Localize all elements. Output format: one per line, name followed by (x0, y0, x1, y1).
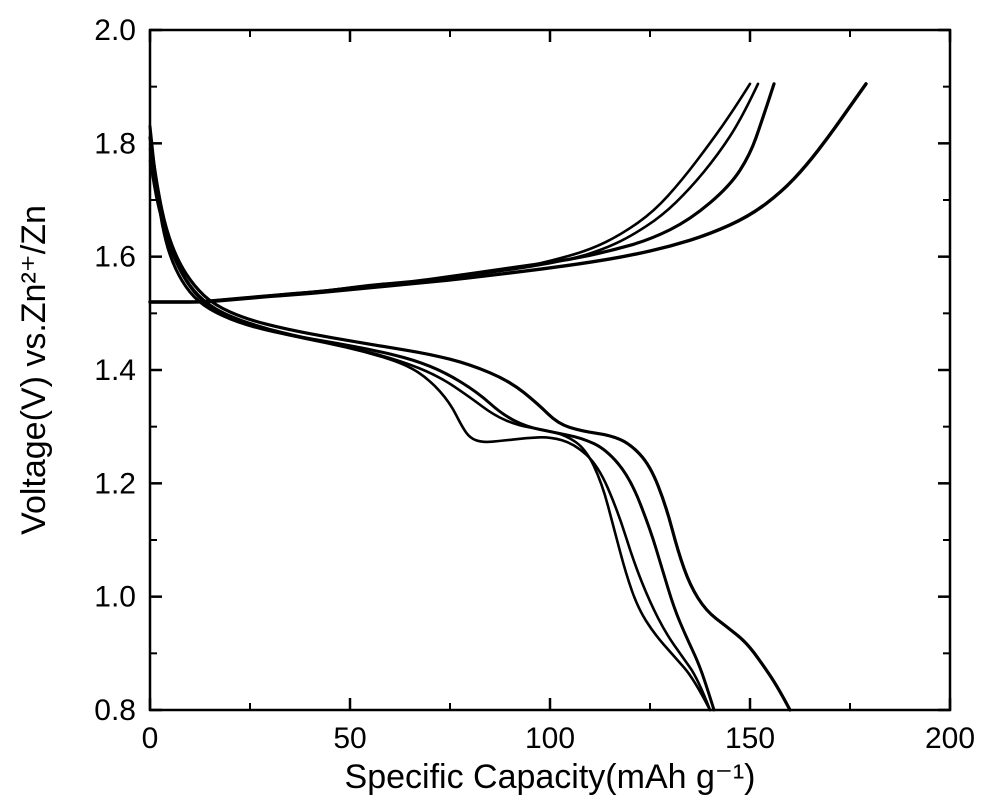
x-axis-label: Specific Capacity(mAh g⁻¹) (345, 758, 756, 796)
series-charge-2 (150, 84, 758, 302)
series-discharge-B (150, 149, 710, 710)
ytick-label: 1.2 (94, 467, 136, 500)
series-charge-1 (150, 84, 750, 302)
ytick-label: 0.8 (94, 694, 136, 727)
ytick-label: 1.0 (94, 581, 136, 614)
series-discharge-A (150, 126, 714, 710)
xtick-label: 100 (525, 722, 575, 755)
chart-svg: 0 50 100 150 200 0.8 1.0 1.2 1.4 1.6 1.8 2.0 Specifi… (0, 0, 1000, 812)
xtick-label: 200 (925, 722, 975, 755)
series-discharge-C (150, 160, 710, 710)
y-axis-label: Voltage(V) vs.Zn²⁺/Zn (15, 205, 53, 535)
series-charge-3 (150, 84, 774, 302)
xtick-label: 150 (725, 722, 775, 755)
ytick-label: 2.0 (94, 14, 136, 47)
ytick-label: 1.4 (94, 354, 136, 387)
voltage-capacity-chart: 0 50 100 150 200 0.8 1.0 1.2 1.4 1.6 1.8 2.0 Specifi… (0, 0, 1000, 812)
ytick-label: 1.8 (94, 127, 136, 160)
series-discharge-long (150, 138, 790, 710)
ytick-label: 1.6 (94, 241, 136, 274)
xtick-label: 50 (333, 722, 366, 755)
xtick-label: 0 (142, 722, 159, 755)
